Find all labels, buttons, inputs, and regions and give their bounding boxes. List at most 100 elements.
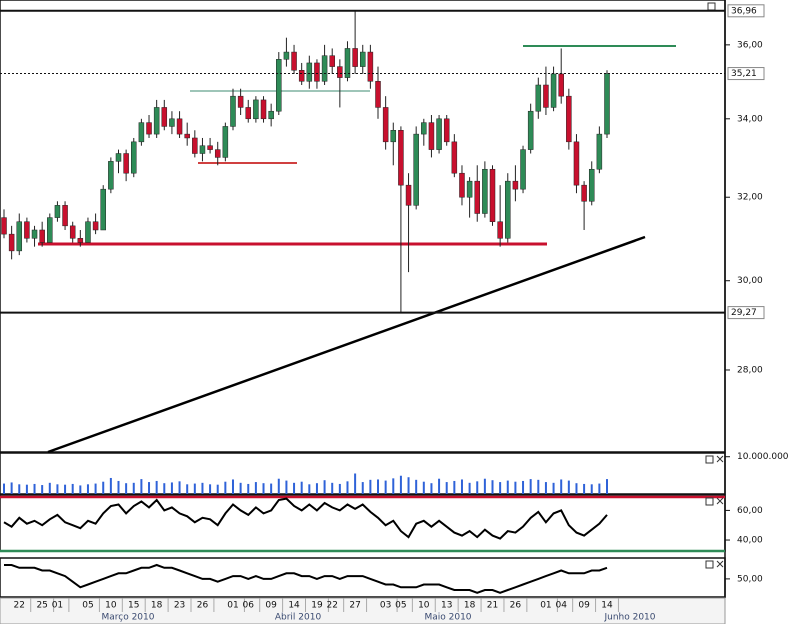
candle-body bbox=[413, 133, 419, 206]
candle-body bbox=[436, 118, 442, 150]
x-tick-label: 04 bbox=[555, 601, 567, 611]
candle-body bbox=[321, 55, 328, 82]
candle-body bbox=[306, 62, 313, 82]
candle-body bbox=[62, 205, 68, 227]
volume-bar bbox=[552, 482, 555, 494]
candle-body bbox=[230, 95, 236, 127]
volume-bar bbox=[346, 481, 349, 494]
candle-body bbox=[199, 145, 206, 154]
candle-body bbox=[176, 118, 183, 135]
x-tick-label: 01 bbox=[540, 601, 551, 611]
candle-body bbox=[92, 221, 99, 231]
volume-bar bbox=[300, 481, 303, 494]
volume-bar bbox=[537, 479, 540, 494]
y-tick-label: 36,00 bbox=[737, 40, 763, 50]
volume-bar bbox=[109, 477, 112, 494]
price-label-box bbox=[727, 4, 765, 18]
candle-body bbox=[24, 221, 30, 239]
maximize-icon[interactable] bbox=[705, 497, 714, 506]
x-tick-label: 01 bbox=[52, 601, 63, 611]
volume-bar bbox=[56, 484, 59, 494]
x-tick-label: 21 bbox=[487, 601, 498, 611]
x-tick-label: 27 bbox=[349, 601, 360, 611]
volume-bar bbox=[483, 478, 486, 494]
window-icons bbox=[705, 2, 724, 569]
volume-bar bbox=[209, 484, 212, 494]
candle-body bbox=[184, 133, 190, 139]
candle-body bbox=[451, 141, 458, 174]
volume-bar bbox=[132, 482, 135, 494]
candle-body bbox=[214, 149, 221, 158]
x-tick-label: 05 bbox=[82, 601, 93, 611]
volume-bar bbox=[254, 482, 257, 494]
indicator-line bbox=[3, 497, 608, 540]
candle-body bbox=[123, 153, 129, 174]
month-label: Abril 2010 bbox=[275, 613, 322, 623]
price-label-box bbox=[727, 306, 765, 320]
candle-body bbox=[245, 107, 252, 120]
candle-body bbox=[260, 99, 267, 120]
candle-body bbox=[527, 110, 534, 150]
candle-body bbox=[85, 221, 91, 243]
volume-bar bbox=[544, 482, 547, 494]
candle-body bbox=[153, 107, 160, 135]
candle-body bbox=[550, 73, 557, 108]
candle-body bbox=[100, 188, 106, 231]
candle-body bbox=[482, 168, 488, 214]
volume-bar bbox=[277, 478, 280, 494]
candle-body bbox=[237, 95, 244, 108]
volume-bar bbox=[293, 482, 296, 494]
volume-bar bbox=[216, 484, 219, 494]
candle-body bbox=[443, 118, 450, 143]
candle-body bbox=[222, 126, 229, 158]
close-icon[interactable] bbox=[716, 497, 724, 505]
x-tick-label: 01 bbox=[227, 601, 238, 611]
candle-body bbox=[474, 180, 480, 214]
volume-bar bbox=[460, 479, 463, 494]
candle-body bbox=[390, 130, 397, 143]
candle-body bbox=[1, 217, 7, 235]
x-tick-label: 23 bbox=[174, 601, 185, 611]
month-label: Março 2010 bbox=[101, 613, 154, 623]
volume-bar bbox=[48, 482, 51, 494]
volume-bar bbox=[491, 480, 494, 494]
candle-body bbox=[314, 62, 320, 82]
volume-bar bbox=[323, 480, 326, 494]
volume-bar bbox=[193, 483, 196, 494]
volume-bar bbox=[575, 483, 578, 494]
volume-bar bbox=[590, 484, 593, 494]
candle-body bbox=[428, 122, 435, 150]
volume-bar bbox=[468, 482, 471, 494]
close-icon[interactable] bbox=[716, 560, 724, 568]
volume-bar bbox=[392, 478, 395, 494]
volume-bar bbox=[567, 480, 570, 494]
volume-bar bbox=[422, 481, 425, 494]
volume-bar bbox=[415, 479, 418, 494]
candle-body bbox=[375, 81, 381, 108]
maximize-icon[interactable] bbox=[705, 560, 714, 569]
candle-body bbox=[352, 48, 358, 67]
close-icon[interactable] bbox=[716, 455, 724, 463]
volume-bar bbox=[315, 483, 318, 494]
volume-bar bbox=[18, 484, 21, 494]
candle-body bbox=[566, 95, 572, 143]
candle-body bbox=[466, 180, 473, 198]
candle-body bbox=[367, 51, 374, 82]
volume-bar bbox=[506, 480, 509, 494]
volume-bar bbox=[10, 482, 13, 494]
x-tick-label: 25 bbox=[36, 601, 47, 611]
candle-body bbox=[596, 133, 603, 170]
volume-bar bbox=[186, 484, 189, 494]
maximize-icon[interactable] bbox=[705, 455, 714, 464]
price-label: 29,27 bbox=[731, 308, 757, 318]
candle-body bbox=[47, 217, 53, 243]
x-tick-label: 10 bbox=[418, 601, 430, 611]
x-tick-label: 13 bbox=[441, 601, 452, 611]
candle-body bbox=[207, 145, 213, 150]
candle-body bbox=[337, 66, 343, 78]
x-tick-label: 05 bbox=[395, 601, 406, 611]
candle-body bbox=[192, 137, 198, 154]
candle-body bbox=[497, 221, 503, 239]
y-tick-label: 32,00 bbox=[737, 193, 763, 203]
candle-body bbox=[344, 48, 351, 78]
